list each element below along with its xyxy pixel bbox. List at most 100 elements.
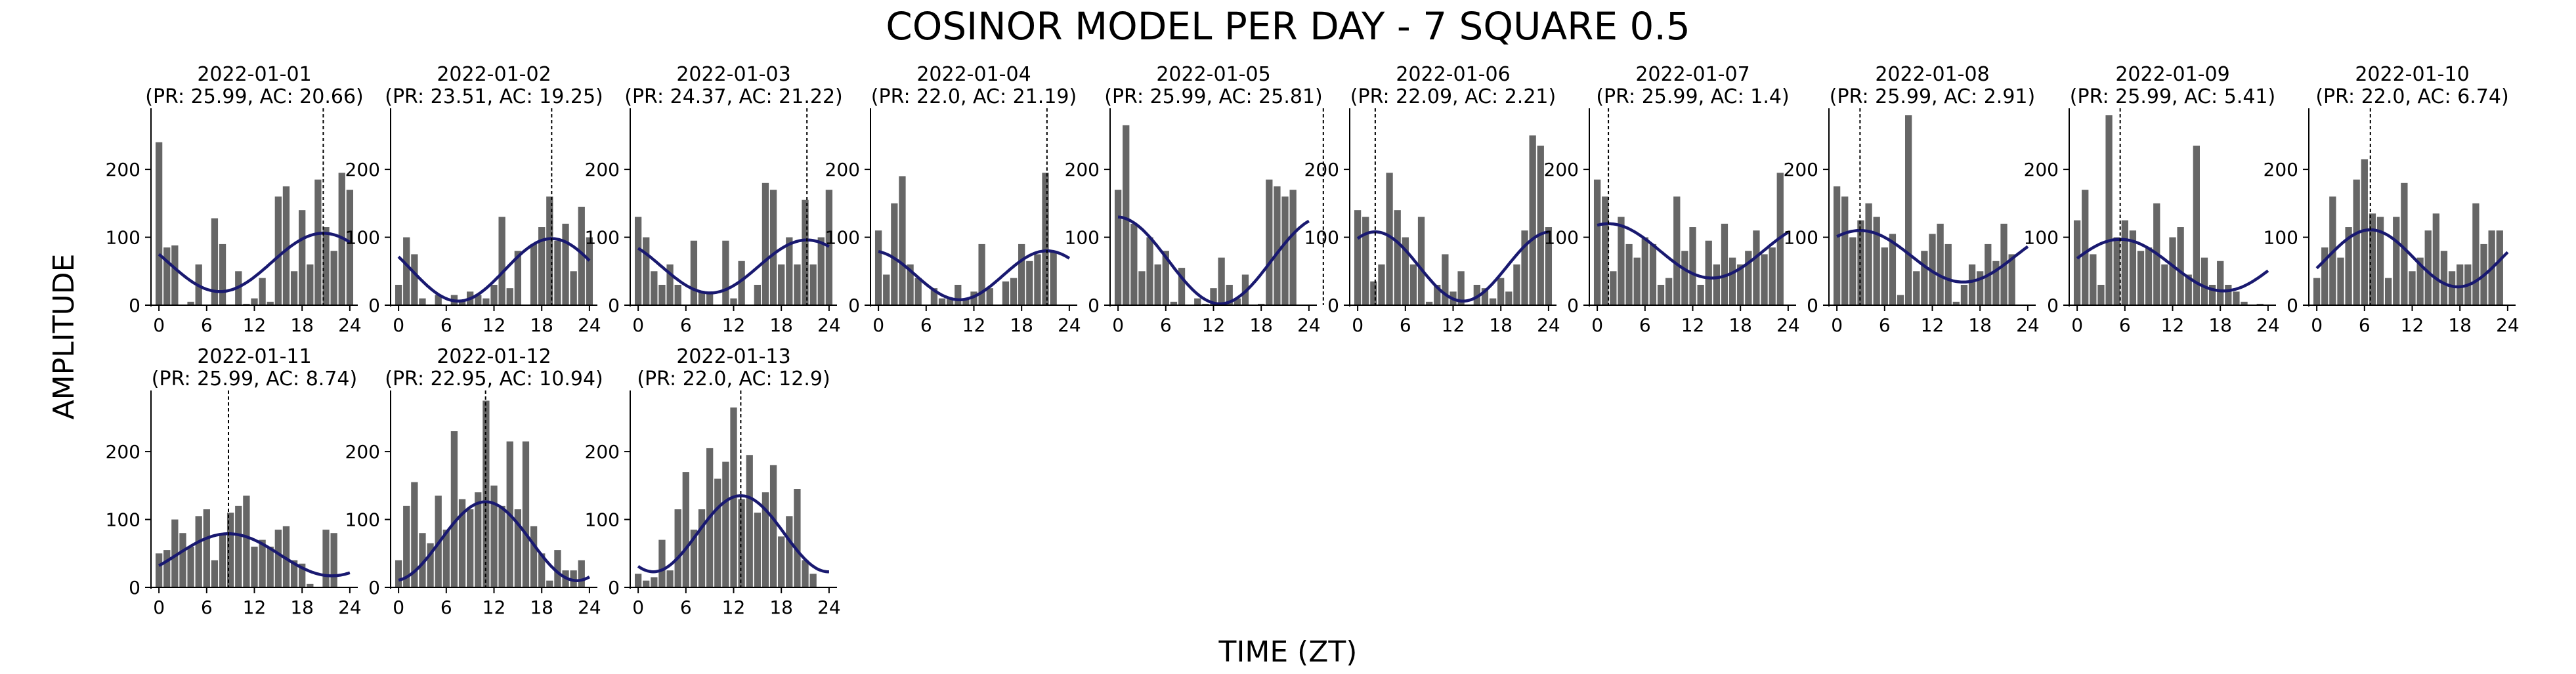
bar xyxy=(1178,268,1186,305)
bar xyxy=(314,179,322,305)
y-tick-label: 0 xyxy=(129,295,140,316)
bar xyxy=(586,237,593,305)
bar xyxy=(442,530,450,587)
y-tick-label: 100 xyxy=(585,509,620,531)
bar xyxy=(411,482,418,587)
bar xyxy=(825,190,833,305)
bar xyxy=(1354,210,1362,305)
cosinor-fit-curve xyxy=(637,494,829,574)
bar xyxy=(1281,196,1289,305)
x-tick-label: 12 xyxy=(722,597,746,618)
bar xyxy=(651,271,658,305)
cosinor-fit-curve xyxy=(397,237,591,303)
x-tick-label: 24 xyxy=(338,597,362,618)
y-tick-label: 0 xyxy=(608,295,620,316)
bar xyxy=(2416,257,2424,305)
bar xyxy=(1889,234,1897,305)
bar xyxy=(2361,159,2368,305)
bar xyxy=(1921,251,1928,305)
bar xyxy=(2129,230,2137,305)
bar xyxy=(498,217,505,305)
x-tick-label: 0 xyxy=(632,597,644,618)
x-tick-label: 0 xyxy=(153,597,165,618)
x-tick-label: 0 xyxy=(1112,314,1124,336)
x-tick-label: 0 xyxy=(393,314,404,336)
bar xyxy=(1018,243,1025,305)
x-tick-label: 18 xyxy=(1489,314,1513,336)
bar xyxy=(643,237,650,305)
y-tick-label: 100 xyxy=(585,227,620,249)
subplot-title: 2022-01-08 xyxy=(1875,63,1989,86)
bar xyxy=(1537,145,1544,305)
subplot-title: 2022-01-06 xyxy=(1396,63,1510,86)
bar xyxy=(1913,271,1920,305)
cosinor-fit-curve xyxy=(637,238,830,295)
subplot: 2022-01-09(PR: 25.99, AC: 5.41) 0 6 12 18 24 0… xyxy=(2024,63,2280,336)
bar xyxy=(395,560,402,587)
subplot-subtitle: (PR: 22.0, AC: 6.74) xyxy=(2315,85,2508,108)
x-tick-label: 0 xyxy=(153,314,165,336)
bar xyxy=(2385,278,2392,305)
y-tick-label: 200 xyxy=(106,159,140,180)
bar xyxy=(891,203,898,305)
bar xyxy=(235,505,242,587)
bar xyxy=(475,295,482,305)
bar xyxy=(1123,125,1130,306)
bar xyxy=(690,530,698,587)
bar xyxy=(1289,190,1297,305)
bar xyxy=(809,264,817,305)
bar xyxy=(570,271,577,305)
bar xyxy=(1505,291,1513,305)
bar xyxy=(1497,278,1505,305)
bar xyxy=(2121,220,2128,305)
bar xyxy=(2008,254,2015,305)
bar xyxy=(1905,115,1912,305)
bar xyxy=(346,190,354,305)
bar xyxy=(1026,261,1033,305)
bar xyxy=(1434,284,1441,305)
bar xyxy=(2376,217,2384,305)
bar xyxy=(179,533,186,587)
bar xyxy=(1002,281,1010,305)
bar xyxy=(2233,291,2240,305)
bar xyxy=(458,499,466,587)
figure-xlabel: TIME (ZT) xyxy=(1218,635,1358,669)
bar xyxy=(1952,301,1960,305)
x-tick-label: 12 xyxy=(483,314,506,336)
y-tick-label: 0 xyxy=(848,295,860,316)
bar xyxy=(762,492,769,587)
y-tick-label: 100 xyxy=(1784,227,1818,249)
bar xyxy=(1649,243,1657,305)
bar xyxy=(730,298,737,305)
x-tick-label: 24 xyxy=(1537,314,1560,336)
x-tick-label: 6 xyxy=(680,597,692,618)
bar xyxy=(267,546,274,587)
bar xyxy=(674,284,681,305)
bar xyxy=(219,243,226,305)
bar xyxy=(2256,303,2264,305)
bar xyxy=(1010,278,1018,305)
bar xyxy=(307,264,314,305)
bar xyxy=(538,227,546,305)
bar xyxy=(1841,196,1849,305)
cosinor-fit-curve xyxy=(1597,222,1790,280)
x-tick-label: 24 xyxy=(338,314,362,336)
bar xyxy=(307,583,314,587)
x-tick-label: 12 xyxy=(962,314,986,336)
bar xyxy=(243,495,250,587)
bar xyxy=(506,288,513,305)
bar xyxy=(1944,243,1952,305)
x-tick-label: 24 xyxy=(578,314,601,336)
bar xyxy=(947,298,954,305)
bar xyxy=(2208,284,2216,305)
bar xyxy=(1633,257,1641,305)
bar xyxy=(211,560,219,587)
subplot-title: 2022-01-03 xyxy=(676,63,790,86)
subplot-subtitle: (PR: 25.99, AC: 8.74) xyxy=(152,368,357,390)
bar xyxy=(1258,303,1265,305)
bar xyxy=(698,291,706,305)
y-tick-label: 200 xyxy=(1784,159,1818,180)
bar xyxy=(970,291,977,305)
bar xyxy=(2217,261,2224,305)
bar xyxy=(554,240,561,305)
